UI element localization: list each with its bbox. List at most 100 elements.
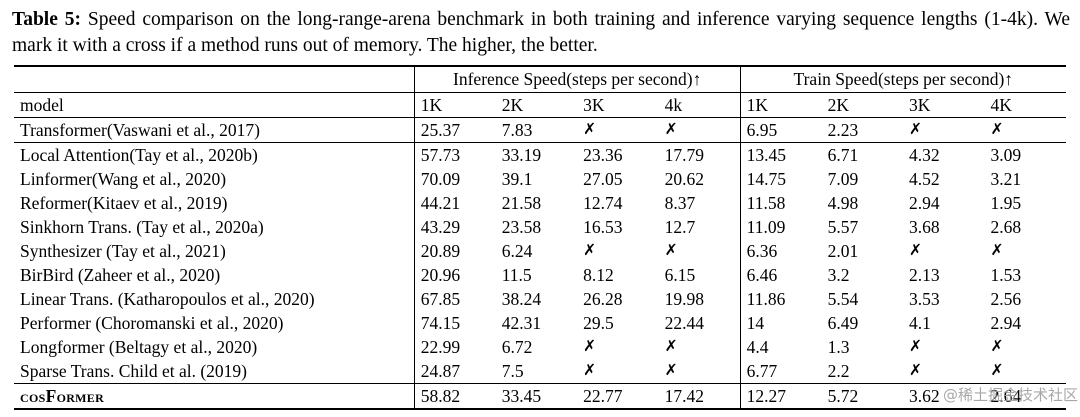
model-cell: Longformer (Beltagy et al., 2020) xyxy=(20,336,258,357)
value-cell: 2.64 xyxy=(990,386,1022,407)
value-cell: 3.2 xyxy=(827,264,850,285)
value-cell: 7.09 xyxy=(827,168,859,189)
oom-cross-cell: ✗ xyxy=(583,337,597,356)
value-cell: 5.54 xyxy=(827,288,859,309)
value-cell: 8.12 xyxy=(583,264,614,285)
value-cell: 5.57 xyxy=(827,216,859,237)
model-cell: cosFormer xyxy=(20,386,105,407)
value-cell: 70.09 xyxy=(413,166,496,191)
value-cell: 4.4 xyxy=(739,334,822,360)
value-cell: 25.37 xyxy=(413,117,496,143)
seq-header: 2K xyxy=(501,94,524,115)
value-cell: 33.45 xyxy=(501,386,542,407)
table-row: Sinkhorn Trans. (Tay et al., 2020a) 43.29… xyxy=(14,214,1066,239)
value-cell: 11.09 xyxy=(739,214,822,239)
value-cell: 8.37 xyxy=(664,192,696,213)
model-cell: Sparse Trans. Child et al. (2019) xyxy=(20,361,248,382)
model-cell: Performer (Choromanski et al., 2020) xyxy=(20,312,284,333)
value-cell: 2.23 xyxy=(827,119,859,140)
value-cell: 6.24 xyxy=(501,240,533,261)
value-cell: 2.2 xyxy=(827,361,850,382)
value-cell: 2.94 xyxy=(990,312,1022,333)
oom-cross-cell: ✗ xyxy=(990,241,1004,260)
table-row: Longformer (Beltagy et al., 2020) 22.99 6.… xyxy=(14,334,1066,360)
value-cell: 2.56 xyxy=(990,288,1022,309)
oom-cross-cell: ✗ xyxy=(664,119,678,138)
table-row: Synthesizer (Tay et al., 2021) 20.89 6.24 ✗… xyxy=(14,238,1066,263)
value-cell: 11.5 xyxy=(501,264,532,285)
seq-header: 4k xyxy=(664,94,683,115)
value-cell: 6.46 xyxy=(739,262,822,287)
value-cell: 20.89 xyxy=(413,238,496,263)
value-cell: 38.24 xyxy=(501,288,542,309)
oom-cross-cell: ✗ xyxy=(909,361,923,380)
caption-label: Table 5: xyxy=(12,9,81,30)
value-cell: 2.94 xyxy=(909,192,940,213)
value-cell: 1.53 xyxy=(990,264,1022,285)
value-cell: 12.7 xyxy=(664,216,696,237)
value-cell: 33.19 xyxy=(501,144,542,165)
table-row: BirBird (Zaheer et al., 2020) 20.96 11.5 8.… xyxy=(14,262,1066,287)
table-row: cosFormer 58.82 33.45 22.77 17.42 12.27 5.72 3.… xyxy=(14,383,1066,410)
value-cell: 7.5 xyxy=(501,361,524,382)
value-cell: 17.79 xyxy=(664,144,704,165)
table-caption: Table 5: Speed comparison on the long-ra… xyxy=(0,0,1080,61)
oom-cross-cell: ✗ xyxy=(990,119,1004,138)
seq-header: 2K xyxy=(827,94,849,115)
value-cell: 67.85 xyxy=(413,286,496,311)
value-cell: 57.73 xyxy=(413,142,496,167)
value-cell: 12.27 xyxy=(739,383,822,410)
model-cell: Local Attention(Tay et al., 2020b) xyxy=(20,144,258,165)
value-cell: 3.62 xyxy=(909,386,940,407)
table-row: Linear Trans. (Katharopoulos et al., 202… xyxy=(14,286,1066,311)
model-cell: Linear Trans. (Katharopoulos et al., 202… xyxy=(20,288,315,309)
model-cell: Reformer(Kitaev et al., 2019) xyxy=(20,192,228,213)
value-cell: 42.31 xyxy=(501,312,542,333)
seq-header: 1K xyxy=(413,92,496,118)
value-cell: 6.72 xyxy=(501,336,533,357)
value-cell: 6.77 xyxy=(739,359,822,384)
value-cell: 43.29 xyxy=(413,214,496,239)
value-cell: 5.72 xyxy=(827,386,859,407)
value-cell: 1.3 xyxy=(827,336,850,357)
column-header-row: model 1K 2K 3K 4k 1K 2K 3K 4K xyxy=(14,92,1066,118)
inference-speed-header: Inference Speed(steps per second)↑ xyxy=(413,66,741,93)
value-cell: 2.68 xyxy=(990,216,1022,237)
oom-cross-cell: ✗ xyxy=(909,337,923,356)
value-cell: 74.15 xyxy=(413,310,496,335)
seq-header: 3K xyxy=(909,94,931,115)
oom-cross-cell: ✗ xyxy=(909,241,923,260)
value-cell: 3.53 xyxy=(909,288,940,309)
oom-cross-cell: ✗ xyxy=(583,361,597,380)
oom-cross-cell: ✗ xyxy=(909,119,923,138)
value-cell: 2.01 xyxy=(827,240,859,261)
seq-header: 1K xyxy=(739,92,822,118)
value-cell: 16.53 xyxy=(583,216,623,237)
value-cell: 4.1 xyxy=(909,312,931,333)
value-cell: 6.36 xyxy=(739,238,822,263)
oom-cross-cell: ✗ xyxy=(990,337,1004,356)
value-cell: 11.86 xyxy=(739,286,822,311)
value-cell: 22.99 xyxy=(413,334,496,360)
value-cell: 20.62 xyxy=(664,168,704,189)
model-cell: Linformer(Wang et al., 2020) xyxy=(20,168,227,189)
value-cell: 2.13 xyxy=(909,264,940,285)
model-cell: Synthesizer (Tay et al., 2021) xyxy=(20,240,226,261)
value-cell: 3.09 xyxy=(990,144,1022,165)
value-cell: 6.71 xyxy=(827,144,859,165)
oom-cross-cell: ✗ xyxy=(990,361,1004,380)
oom-cross-cell: ✗ xyxy=(583,119,597,138)
value-cell: 23.58 xyxy=(501,216,542,237)
value-cell: 7.83 xyxy=(501,119,533,140)
value-cell: 11.58 xyxy=(739,190,822,215)
oom-cross-cell: ✗ xyxy=(664,337,678,356)
value-cell: 3.68 xyxy=(909,216,940,237)
table-row: Performer (Choromanski et al., 2020) 74.1… xyxy=(14,310,1066,335)
seq-header: 3K xyxy=(583,94,605,115)
value-cell: 14 xyxy=(739,310,822,335)
value-cell: 39.1 xyxy=(501,168,533,189)
value-cell: 3.21 xyxy=(990,168,1022,189)
speed-comparison-table: Inference Speed(steps per second)↑ Train… xyxy=(14,65,1066,411)
value-cell: 19.98 xyxy=(664,288,704,309)
